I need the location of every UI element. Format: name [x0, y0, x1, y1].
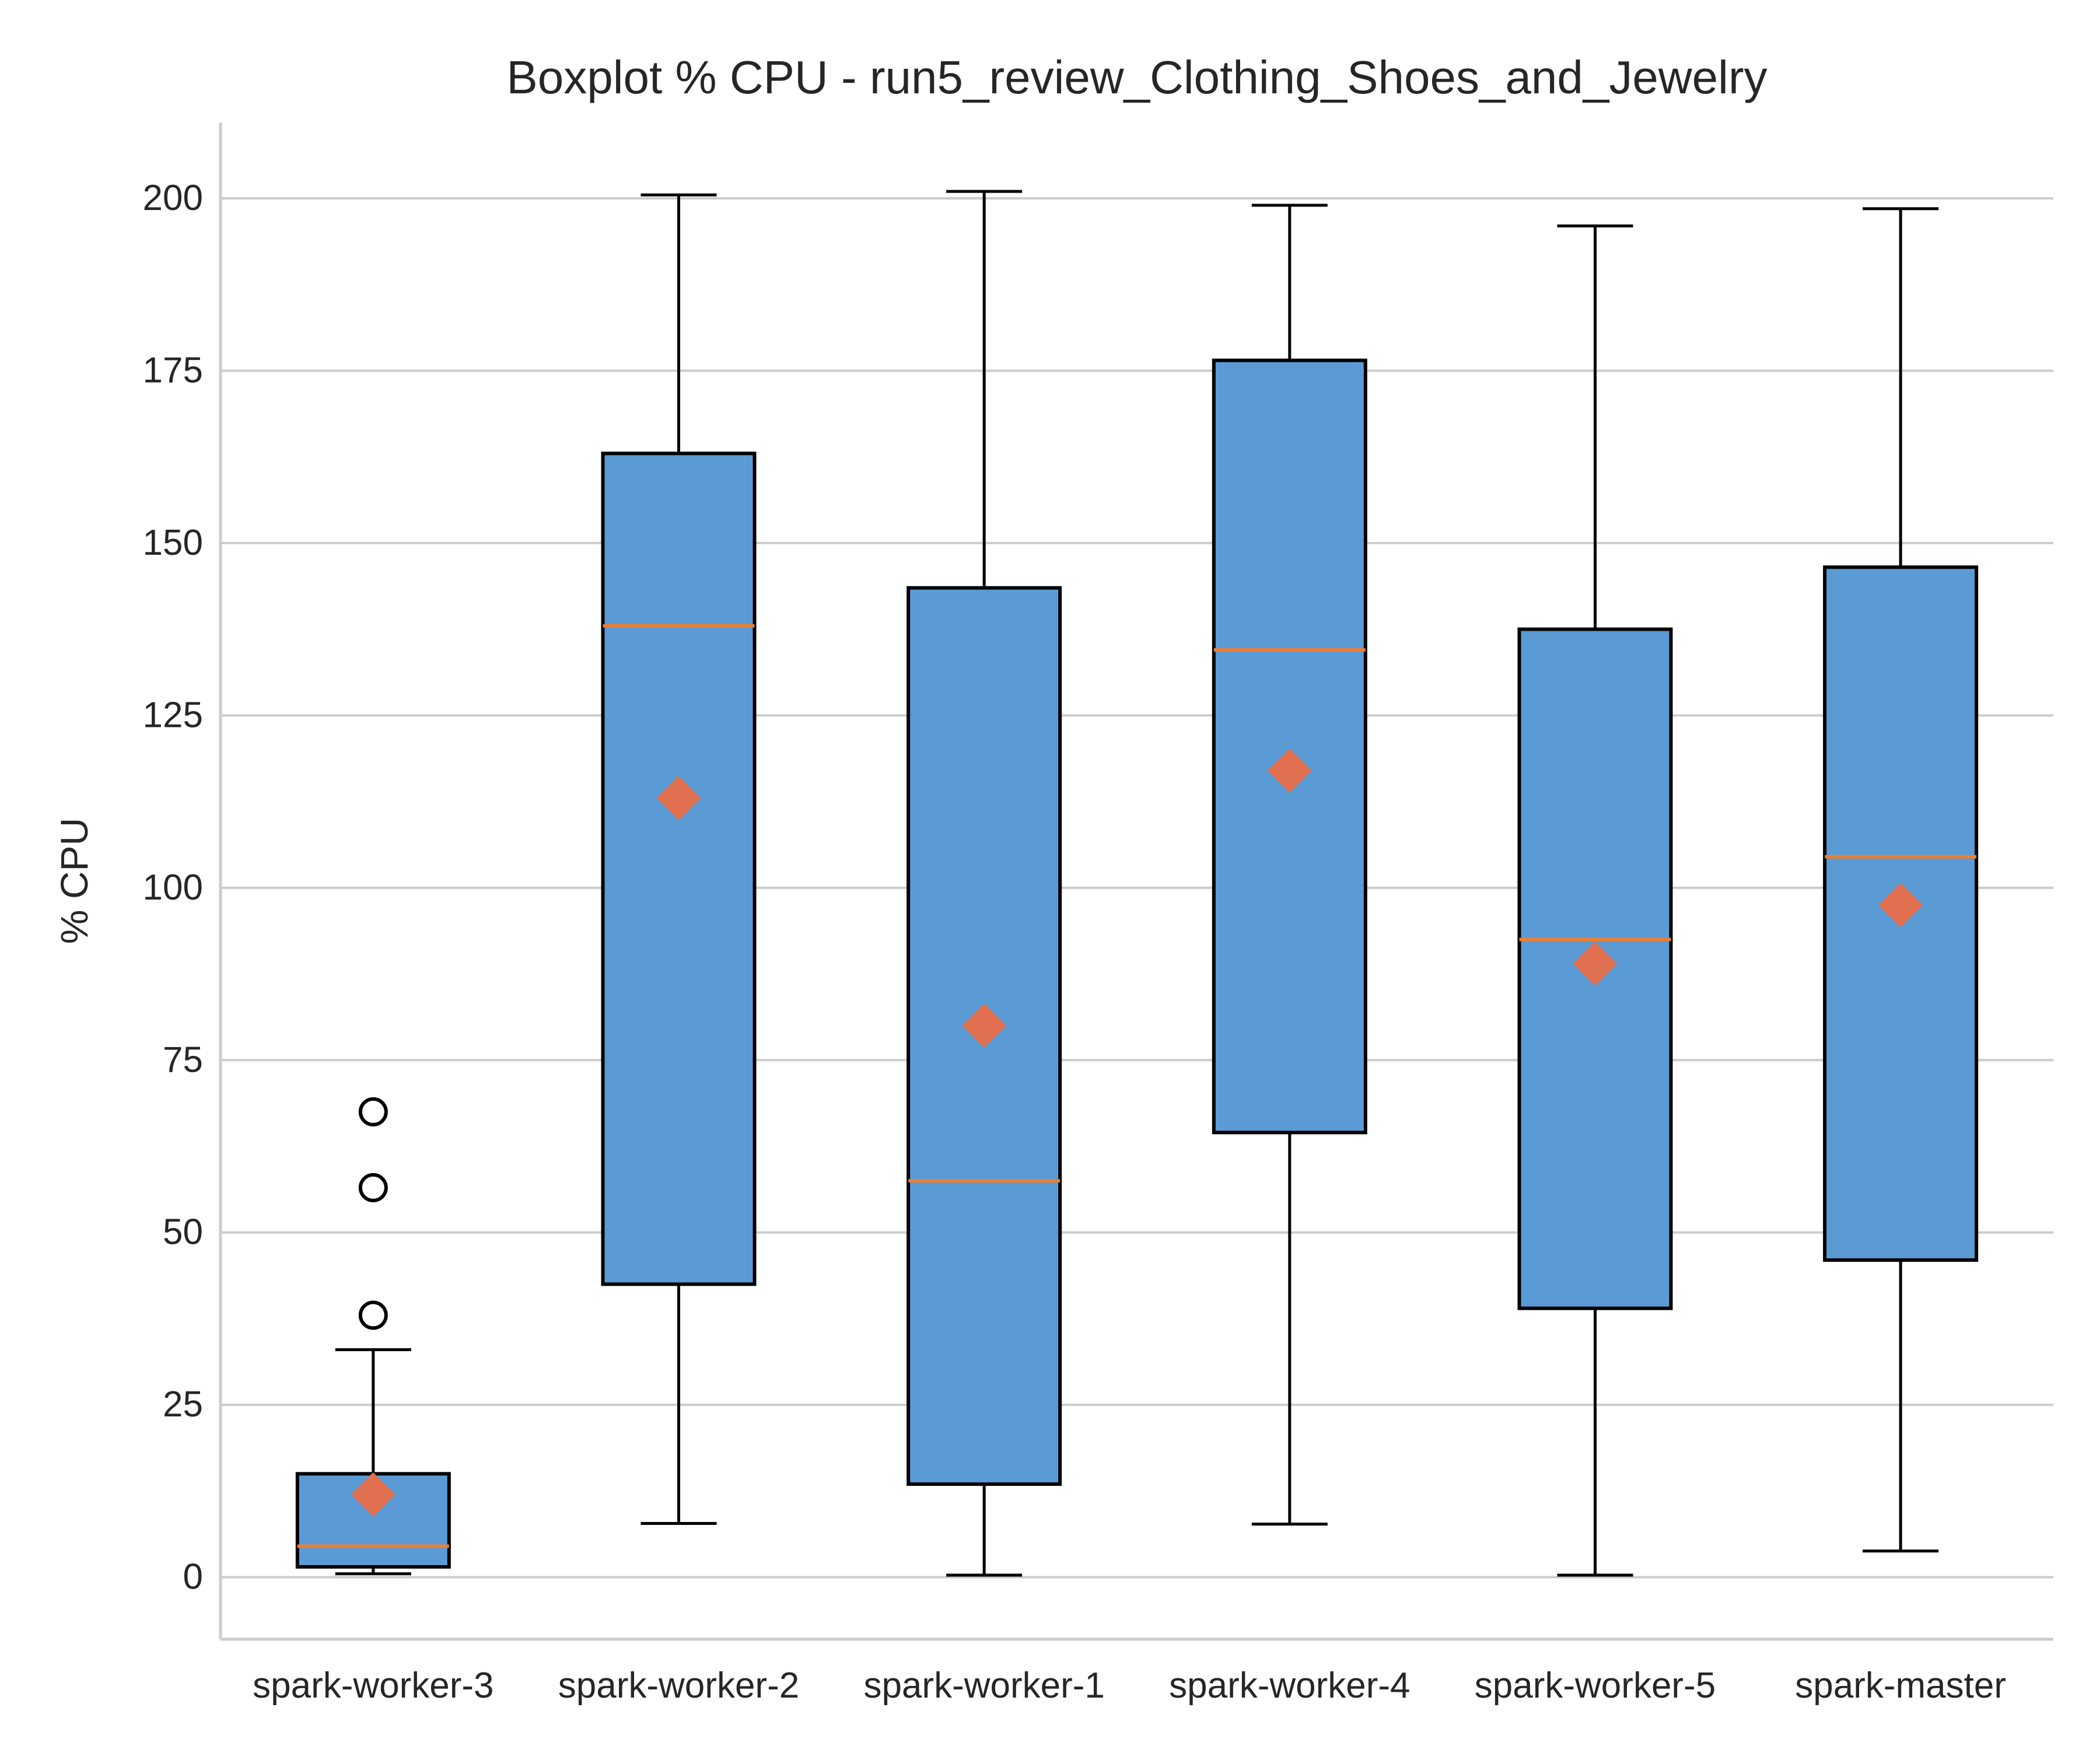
mean-marker	[1267, 748, 1312, 793]
y-tick-label: 125	[143, 695, 203, 735]
x-tick-label: spark-worker-5	[1475, 1665, 1716, 1706]
outlier-point	[358, 1300, 388, 1330]
y-tick-label: 50	[163, 1212, 203, 1252]
mean-marker	[1573, 941, 1618, 986]
x-tick-label: spark-master	[1795, 1665, 2006, 1706]
box-group	[1517, 224, 1673, 1577]
y-tick-label: 150	[143, 523, 203, 563]
y-tick-label: 0	[183, 1557, 203, 1597]
y-tick-label: 200	[143, 178, 203, 218]
box-group	[1823, 207, 1979, 1553]
y-axis-label: % CPU	[52, 818, 96, 944]
x-tick-label: spark-worker-3	[253, 1665, 494, 1706]
ticks-layer: 0 25 50 75 100 125 150 175 200 spark-worker-3 spar…	[143, 178, 2006, 1706]
x-tick-label: spark-worker-1	[863, 1665, 1104, 1706]
box-group	[295, 1097, 451, 1576]
box-group	[1212, 204, 1367, 1526]
outlier-point	[358, 1173, 388, 1202]
box-iqr	[1212, 358, 1367, 1135]
mean-marker	[351, 1472, 396, 1517]
outlier-point	[358, 1097, 388, 1126]
y-tick-label: 75	[163, 1040, 203, 1080]
mean-marker	[656, 776, 701, 821]
x-tick-label: spark-worker-4	[1169, 1665, 1410, 1706]
box-group	[601, 193, 757, 1525]
y-tick-label: 175	[143, 350, 203, 390]
mean-marker	[1878, 883, 1923, 928]
box-group	[907, 190, 1062, 1577]
grid-layer	[220, 197, 2053, 1579]
y-tick-label: 100	[143, 867, 203, 908]
boxes-layer	[295, 190, 1979, 1577]
x-tick-label: spark-worker-2	[558, 1665, 799, 1706]
axes-layer	[219, 123, 2053, 1641]
chart-title: Boxplot % CPU - run5_review_Clothing_Sho…	[506, 51, 1767, 103]
box-iqr	[601, 452, 757, 1286]
mean-marker	[962, 1003, 1007, 1048]
y-tick-label: 25	[163, 1384, 203, 1425]
box-iqr	[907, 586, 1062, 1486]
